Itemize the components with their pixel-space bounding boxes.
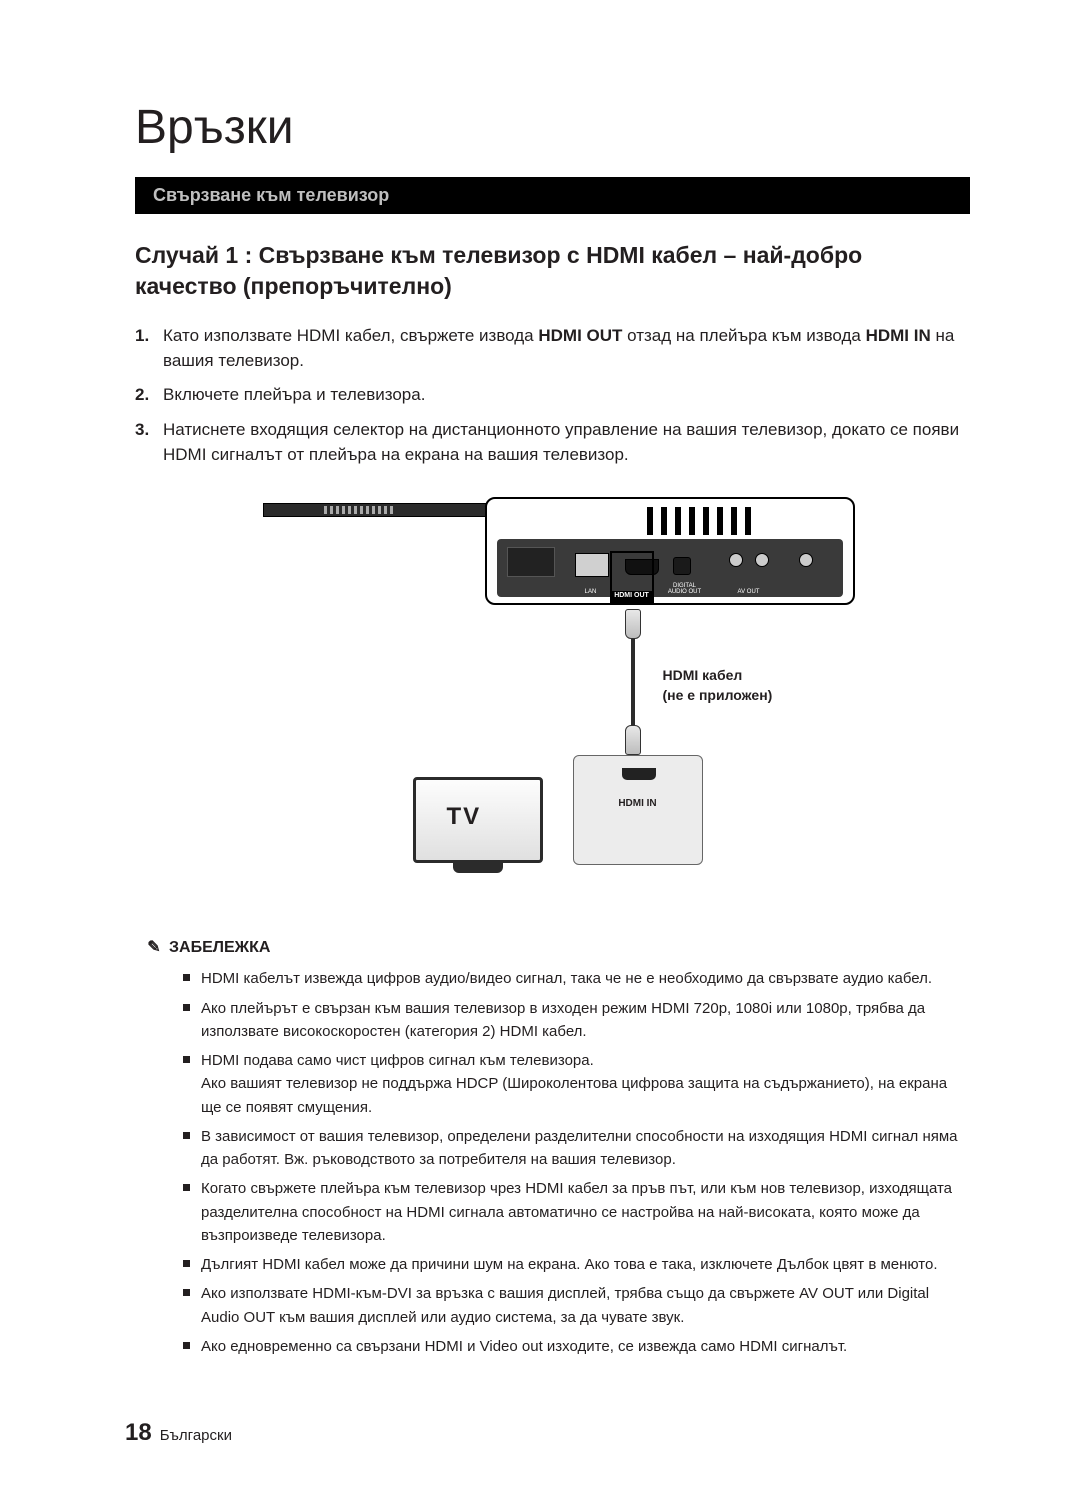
player-rear-panel: LAN DIGITAL AUDIO OUT AV OUT [485, 497, 855, 605]
tv-hdmi-box: HDMI IN [573, 755, 703, 865]
step-1-text-pre: Като използвате HDMI кабел, свържете изв… [163, 326, 538, 345]
cable-label-line1: HDMI кабел [663, 667, 743, 683]
audio-r-port [755, 553, 769, 567]
hdmi-connector-top [625, 609, 641, 639]
tv-hdmi-in-port [622, 768, 656, 780]
hdmi-connector-bottom [625, 725, 641, 755]
steps-list: Като използвате HDMI кабел, свържете изв… [135, 324, 970, 467]
digital-audio-label: DIGITAL AUDIO OUT [665, 583, 705, 595]
note-item: Дългият HDMI кабел може да причини шум н… [183, 1253, 970, 1276]
page-number: 18 [125, 1419, 152, 1446]
tv-stand [453, 863, 503, 873]
step-1-bold-2: HDMI IN [866, 326, 931, 345]
connection-diagram: LAN DIGITAL AUDIO OUT AV OUT HDMI OUT HD… [233, 497, 873, 907]
note-icon: ✎ [145, 937, 163, 957]
hdmi-cable [631, 639, 635, 725]
lan-label: LAN [571, 589, 611, 595]
notes-list: HDMI кабелът извежда цифров аудио/видео … [135, 967, 970, 1358]
cable-label-line2: (не е приложен) [663, 687, 773, 703]
av-out-label: AV OUT [729, 589, 769, 595]
step-1: Като използвате HDMI кабел, свържете изв… [135, 324, 970, 373]
optical-port [673, 557, 691, 575]
note-item: Ако едновременно са свързани HDMI и Vide… [183, 1335, 970, 1358]
power-label-block [507, 547, 555, 577]
video-port [799, 553, 813, 567]
rear-lower-strip: LAN DIGITAL AUDIO OUT AV OUT [497, 539, 843, 597]
step-1-text-mid: отзад на плейъра към извода [622, 326, 865, 345]
step-2: Включете плейъра и телевизора. [135, 383, 970, 408]
hdmi-out-highlight-label: HDMI OUT [612, 591, 652, 601]
vent-slots [647, 507, 757, 535]
note-item: HDMI кабелът извежда цифров аудио/видео … [183, 967, 970, 990]
page-language: Български [160, 1427, 232, 1444]
tv-hdmi-in-label: HDMI IN [574, 798, 702, 809]
note-heading: ✎ ЗАБЕЛЕЖКА [145, 937, 970, 957]
tv-text: TV [447, 803, 482, 831]
note-item: Когато свържете плейъра към телевизор чр… [183, 1177, 970, 1247]
step-1-bold-1: HDMI OUT [538, 326, 622, 345]
page-title: Връзки [135, 100, 970, 155]
page-footer: 18 Български [125, 1419, 232, 1447]
note-heading-text: ЗАБЕЛЕЖКА [169, 939, 270, 956]
note-item: В зависимост от вашия телевизор, определ… [183, 1125, 970, 1172]
lan-port [575, 553, 609, 577]
audio-l-port [729, 553, 743, 567]
step-3: Натиснете входящия селектор на дистанцио… [135, 418, 970, 467]
player-front-strip [263, 503, 503, 517]
note-item: HDMI подава само чист цифров сигнал към … [183, 1049, 970, 1119]
section-bar: Свързване към телевизор [135, 177, 970, 214]
case-heading: Случай 1 : Свързване към телевизор с HDM… [135, 240, 970, 302]
note-item: Ако използвате HDMI-към-DVI за връзка с … [183, 1282, 970, 1329]
note-item: Ако плейърът е свързан към вашия телевиз… [183, 997, 970, 1044]
